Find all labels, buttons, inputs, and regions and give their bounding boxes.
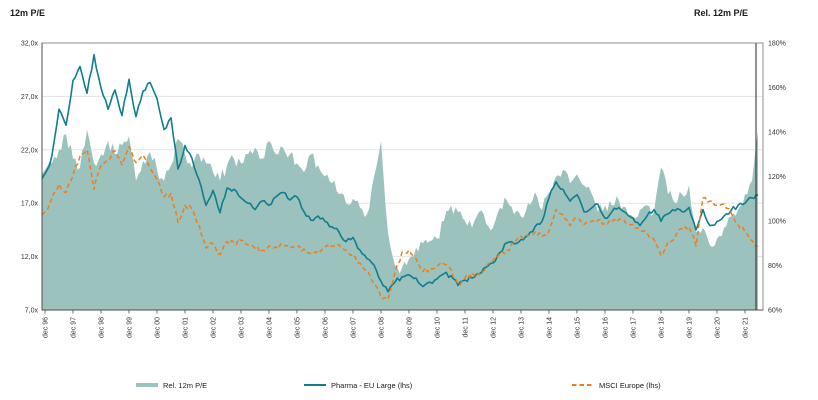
left-axis-tick-label: 17,0x (21, 201, 39, 208)
rel-12m-pe-area (42, 129, 758, 310)
right-axis-tick-label: 100% (768, 219, 786, 226)
x-tick-label: dec 17 (631, 317, 638, 338)
dashed-line-swatch-icon (572, 383, 594, 387)
x-tick-label: dec 99 (127, 317, 134, 338)
x-tick-label: dec 14 (547, 317, 554, 338)
left-axis-title: 12m P/E (10, 8, 46, 18)
msci-europe-line (41, 145, 759, 301)
series (41, 43, 759, 310)
right-axis-tick-label: 140% (768, 130, 786, 137)
x-tick-label: dec 10 (435, 317, 442, 338)
x-tick-label: dec 21 (743, 317, 750, 338)
x-tick-label: dec 07 (351, 317, 358, 338)
x-tick-label: dec 18 (659, 317, 666, 338)
plot-frame (41, 42, 764, 311)
left-axis-tick-label: 22,0x (21, 147, 39, 154)
x-tick-label: dec 05 (295, 317, 302, 338)
left-axis-tick-label: 7,0x (25, 308, 39, 315)
legend-label: Rel. 12m P/E (163, 380, 208, 390)
x-tick-label: dec 20 (715, 317, 722, 338)
right-axis-tick-label: 60% (768, 308, 782, 315)
left-axis-tick-label: 27,0x (21, 94, 39, 101)
chart-legend: Rel. 12m P/E Pharma - EU Large (lhs) MSC… (0, 378, 818, 394)
right-axis-tick-labels: 180% 160% 140% 120% 100% 80% 60% (768, 41, 786, 315)
left-axis-tick-label: 12,0x (21, 254, 39, 261)
x-tick-label: dec 98 (99, 317, 106, 338)
right-axis-title: Rel. 12m P/E (693, 8, 748, 18)
right-axis-tick-label: 120% (768, 174, 786, 181)
right-axis-tick-label: 180% (768, 41, 786, 48)
x-tick-label: dec 02 (211, 317, 218, 338)
left-axis-tick-labels: 32,0x 27,0x 22,0x 17,0x 12,0x 7,0x (21, 41, 39, 315)
x-tick-label: dec 16 (603, 317, 610, 338)
x-tick-label: dec 03 (239, 317, 246, 338)
legend-label: Pharma - EU Large (lhs) (331, 380, 413, 390)
x-tick-label: dec 12 (491, 317, 498, 338)
right-axis-tick-label: 160% (768, 85, 786, 92)
x-tick-label: dec 08 (379, 317, 386, 338)
legend-item-rel-12m-pe: Rel. 12m P/E (136, 378, 207, 392)
legend-item-msci-europe: MSCI Europe (lhs) (572, 378, 661, 392)
x-tick-label: dec 00 (155, 317, 162, 338)
x-tick-label: dec 13 (519, 317, 526, 338)
x-tick-label: dec 09 (407, 317, 414, 338)
legend-item-pharma-eu-large: Pharma - EU Large (lhs) (304, 378, 412, 392)
area-swatch-icon (136, 383, 158, 387)
x-tick-label: dec 97 (71, 317, 78, 338)
pe-relative-chart: 32,0x 27,0x 22,0x 17,0x 12,0x 7,0x 180% 160% 14… (21, 41, 786, 339)
x-tick-label: dec 96 (43, 317, 50, 338)
legend-label: MSCI Europe (lhs) (599, 380, 661, 390)
x-tick-label: dec 19 (687, 317, 694, 338)
x-tick-label: dec 01 (183, 317, 190, 338)
x-tick-label: dec 06 (323, 317, 330, 338)
x-tick-label: dec 04 (267, 317, 274, 338)
line-swatch-icon (304, 383, 326, 387)
x-axis-tick-labels: dec 96 dec 97 dec 98 dec 99 dec 00 dec 01 dec … (43, 310, 750, 338)
pharma-eu-large-line (41, 53, 759, 293)
left-axis-tick-label: 32,0x (21, 41, 39, 48)
x-tick-label: dec 11 (463, 317, 470, 338)
x-tick-label: dec 15 (575, 317, 582, 338)
right-axis-tick-label: 80% (768, 263, 782, 270)
